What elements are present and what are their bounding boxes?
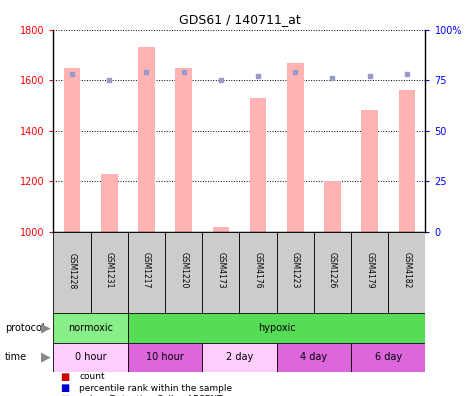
Text: ■: ■	[60, 372, 70, 382]
Bar	[324, 181, 341, 232]
Text: GSM4176: GSM4176	[253, 252, 263, 289]
Text: 10 hour: 10 hour	[146, 352, 184, 362]
Bar	[202, 232, 239, 313]
Text: count: count	[79, 373, 105, 381]
Text: GSM1217: GSM1217	[142, 252, 151, 289]
Text: GSM1220: GSM1220	[179, 252, 188, 289]
Bar	[202, 343, 277, 372]
Bar	[239, 232, 277, 313]
Point	[292, 69, 299, 75]
Point	[217, 77, 225, 83]
Text: normoxic: normoxic	[68, 323, 113, 333]
Bar	[361, 110, 378, 232]
Text: time: time	[5, 352, 27, 362]
Point	[106, 77, 113, 83]
Bar	[351, 232, 388, 313]
Bar	[53, 313, 128, 343]
Text: GSM1223: GSM1223	[291, 252, 300, 289]
Point	[366, 73, 373, 79]
Text: ▶: ▶	[41, 351, 50, 364]
Bar	[314, 232, 351, 313]
Text: value, Detection Call = ABSENT: value, Detection Call = ABSENT	[79, 395, 223, 396]
Text: GSM4173: GSM4173	[216, 252, 226, 289]
Text: protocol: protocol	[5, 323, 44, 333]
Bar	[277, 232, 314, 313]
Bar	[175, 68, 192, 232]
Bar	[250, 98, 266, 232]
Point	[329, 75, 336, 81]
Text: GSM1231: GSM1231	[105, 252, 114, 289]
Text: GSM1226: GSM1226	[328, 252, 337, 289]
Text: hypoxic: hypoxic	[258, 323, 296, 333]
Bar	[53, 232, 91, 313]
Text: 0 hour: 0 hour	[75, 352, 106, 362]
Bar	[53, 343, 128, 372]
Bar	[399, 90, 415, 232]
Bar	[165, 232, 202, 313]
Bar	[101, 173, 118, 232]
Point	[403, 71, 411, 77]
Bar	[128, 343, 202, 372]
Bar	[128, 313, 425, 343]
Bar	[287, 63, 304, 232]
Text: ■: ■	[60, 394, 70, 396]
Bar	[213, 227, 229, 232]
Text: ▶: ▶	[41, 321, 50, 334]
Text: ■: ■	[60, 383, 70, 393]
Bar	[64, 68, 80, 232]
Bar	[388, 232, 425, 313]
Bar	[138, 48, 155, 232]
Bar	[91, 232, 128, 313]
Point	[180, 69, 187, 75]
Text: 6 day: 6 day	[375, 352, 402, 362]
Bar	[351, 343, 425, 372]
Point	[254, 73, 262, 79]
Text: GSM4182: GSM4182	[402, 252, 412, 289]
Bar	[277, 343, 351, 372]
Text: 4 day: 4 day	[300, 352, 327, 362]
Bar	[128, 232, 165, 313]
Title: GDS61 / 140711_at: GDS61 / 140711_at	[179, 13, 300, 26]
Text: GSM4179: GSM4179	[365, 252, 374, 289]
Text: percentile rank within the sample: percentile rank within the sample	[79, 384, 232, 392]
Text: 2 day: 2 day	[226, 352, 253, 362]
Point	[143, 69, 150, 75]
Point	[68, 71, 76, 77]
Text: GSM1228: GSM1228	[67, 253, 77, 289]
